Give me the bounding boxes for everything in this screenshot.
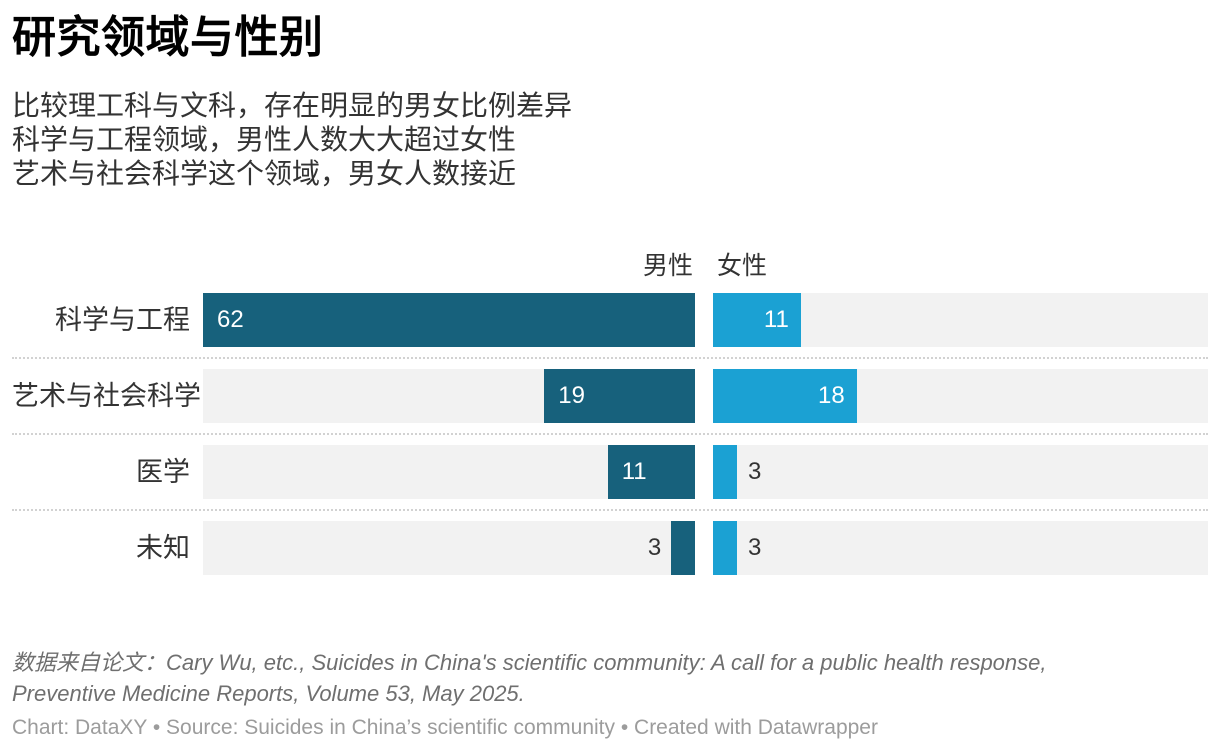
source-note-line: 数据来自论文：Cary Wu, etc., Suicides in China'… (12, 650, 1047, 675)
value-label: 3 (747, 534, 762, 561)
category-label: 艺术与社会科学 (12, 381, 201, 411)
label-column-spacer (12, 251, 203, 281)
chart-row: 艺术与社会科学 19 18 (12, 369, 1208, 423)
column-gap (695, 521, 713, 575)
female-bar-track: 11 (713, 293, 1208, 347)
female-bar: 3 (713, 445, 761, 499)
value-label: 3 (647, 534, 662, 561)
byline: Chart: DataXY • Source: Suicides in Chin… (12, 716, 878, 739)
value-label: 11 (763, 306, 789, 333)
value-label: 62 (217, 306, 244, 333)
column-gap (695, 445, 713, 499)
female-bar-track: 3 (713, 521, 1208, 575)
female-bar: 3 (713, 521, 761, 575)
category-label: 科学与工程 (55, 305, 190, 335)
male-bar-track: 3 (203, 521, 695, 575)
female-bar: 11 (713, 293, 801, 347)
description-line: 艺术与社会科学这个领域，男女人数接近 (12, 158, 517, 189)
value-label: 19 (558, 382, 585, 409)
column-gap (695, 251, 713, 281)
category-label: 未知 (136, 533, 190, 563)
category-label: 医学 (136, 457, 190, 487)
male-bar: 19 (544, 369, 695, 423)
chart-description: 比较理工科与文科，存在明显的男女比例差异 科学与工程领域，男性人数大大超过女性 … (12, 89, 1208, 191)
column-headers: 男性 女性 (12, 251, 1208, 281)
male-bar: 62 (203, 293, 695, 347)
male-bar-track: 62 (203, 293, 695, 347)
male-bar: 3 (648, 521, 695, 575)
female-bar-track: 3 (713, 445, 1208, 499)
chart-rows: 科学与工程 62 11 艺术与社会科学 19 18 医学 11 3 未知 3 3 (12, 293, 1208, 575)
description-line: 比较理工科与文科，存在明显的男女比例差异 (12, 90, 573, 121)
column-gap (695, 369, 713, 423)
row-separator (12, 433, 1208, 435)
value-label: 3 (747, 458, 762, 485)
column-header-male: 男性 (642, 252, 693, 280)
value-label: 18 (818, 382, 845, 409)
chart-title: 研究领域与性别 (12, 13, 324, 62)
row-separator (12, 509, 1208, 511)
value-label: 11 (621, 458, 647, 485)
column-gap (695, 293, 713, 347)
column-header-female: 女性 (717, 252, 768, 280)
female-bar: 18 (713, 369, 857, 423)
male-bar-track: 11 (203, 445, 695, 499)
male-bar: 11 (607, 445, 695, 499)
male-bar-track: 19 (203, 369, 695, 423)
row-separator (12, 357, 1208, 359)
source-note-line: Preventive Medicine Reports, Volume 53, … (12, 681, 525, 706)
female-bar-track: 18 (713, 369, 1208, 423)
split-bars-chart: 男性 女性 科学与工程 62 11 艺术与社会科学 19 18 医学 11 3 未知 3 3 (12, 251, 1208, 575)
chart-row: 未知 3 3 (12, 521, 1208, 575)
description-line: 科学与工程领域，男性人数大大超过女性 (12, 124, 517, 155)
source-note: 数据来自论文：Cary Wu, etc., Suicides in China'… (12, 647, 1208, 709)
chart-row: 医学 11 3 (12, 445, 1208, 499)
chart-card: 研究领域与性别 比较理工科与文科，存在明显的男女比例差异 科学与工程领域，男性人… (12, 14, 1208, 741)
chart-row: 科学与工程 62 11 (12, 293, 1208, 347)
